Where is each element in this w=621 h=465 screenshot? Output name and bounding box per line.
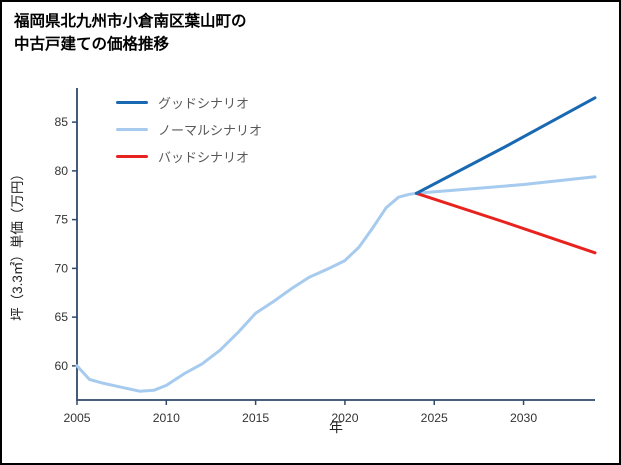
legend-label: ノーマルシナリオ bbox=[158, 122, 263, 138]
x-tick-label: 2005 bbox=[63, 411, 90, 425]
legend-label: バッドシナリオ bbox=[158, 149, 250, 165]
legend-item-2: バッドシナリオ bbox=[116, 147, 262, 165]
x-tick-label: 2030 bbox=[510, 411, 537, 425]
y-tick-label: 75 bbox=[54, 213, 68, 227]
page-title-line2: 中古戸建ての価格推移 bbox=[14, 36, 170, 54]
page-title: 福岡県北九州市小倉南区葉山町の 中古戸建ての価格推移 bbox=[14, 10, 247, 57]
page-title-line1: 福岡県北九州市小倉南区葉山町の bbox=[14, 13, 247, 30]
chart-legend: グッドシナリオ ノーマルシナリオ バッドシナリオ bbox=[116, 93, 262, 165]
x-axis-label: 年 bbox=[329, 419, 343, 435]
y-tick-label: 85 bbox=[54, 115, 68, 129]
x-tick-label: 2025 bbox=[421, 411, 448, 425]
legend-label: グッドシナリオ bbox=[158, 95, 250, 111]
legend-item-1: ノーマルシナリオ bbox=[116, 120, 262, 138]
series-line-2 bbox=[414, 191, 597, 255]
y-axis-label: 坪（3.3㎡）単価（万円） bbox=[10, 167, 25, 321]
x-tick-label: 2010 bbox=[153, 411, 180, 425]
legend-swatch-icon bbox=[116, 100, 148, 104]
series-line-1 bbox=[75, 175, 597, 393]
x-tick-label: 2020 bbox=[331, 411, 358, 425]
y-tick-label: 65 bbox=[54, 310, 68, 324]
series-line-0 bbox=[414, 96, 597, 195]
y-tick-label: 70 bbox=[54, 261, 68, 275]
x-tick-label: 2015 bbox=[242, 411, 269, 425]
legend-item-0: グッドシナリオ bbox=[116, 93, 262, 111]
price-trend-chart: 2005 2010 2015 2020 2025 2030 60 65 70 75 80 85 年 坪（3… bbox=[10, 88, 597, 435]
y-tick-label: 80 bbox=[54, 164, 68, 178]
legend-swatch-icon bbox=[116, 127, 148, 131]
legend-swatch-icon bbox=[116, 154, 148, 158]
y-tick-label: 60 bbox=[54, 359, 68, 373]
